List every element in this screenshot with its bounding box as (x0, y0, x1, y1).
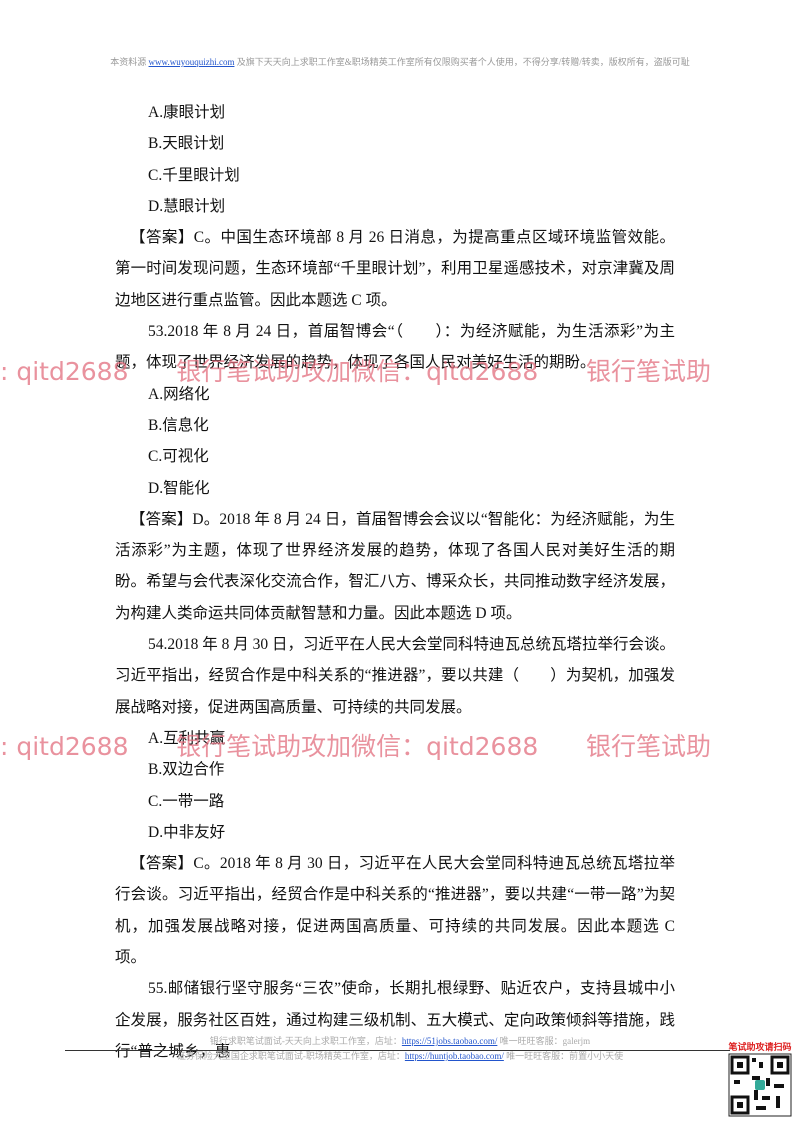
option: B.双边合作 (148, 761, 225, 779)
header-link[interactable]: www.wuyouquizhi.com (148, 57, 235, 67)
option: A.康眼计划 (148, 104, 226, 121)
answer: 【答案】C。中国生态环境部 8 月 26 日消息，为提高重点区域环境监管效能。第… (115, 229, 675, 309)
document-body: A.康眼计划 B.天眼计划 C.千里眼计划 D.慧眼计划【答案】C。中国生态环境部 8… (115, 97, 675, 1067)
footer: 银行求职笔试面试-天天向上求职工作室，店址：https://51jobs.tao… (0, 1034, 800, 1064)
question: 53.2018 年 8 月 24 日，首届智博会“（ ）：为经济赋能，为生活添彩… (115, 323, 675, 372)
footer-contact: 唯一旺旺客服：galerjm (499, 1036, 591, 1046)
option: A.网络化 (148, 385, 210, 403)
footer-line: 证券保险大型国企求职笔试面试-职场精英工作室，店址：https://huntjo… (0, 1049, 800, 1064)
footer-link[interactable]: https://51jobs.taobao.com/ (401, 1036, 498, 1046)
option: C.千里眼计划 (148, 166, 240, 184)
option: A.互利共赢 (148, 729, 226, 747)
qr-code (728, 1053, 792, 1117)
header-prefix: 本资料源 (110, 57, 147, 67)
option: C.可视化 (148, 448, 209, 466)
question: 55.邮储银行坚守服务“三农”使命，长期扎根绿野、贴近农户，支持县城中小企发展，… (115, 980, 675, 1060)
footer-rule (65, 1050, 730, 1051)
header: 本资料源 www.wuyouquizhi.com 及旗下天天向上求职工作室&职场… (0, 55, 800, 68)
footer-link[interactable]: https://huntjob.taobao.com/ (404, 1051, 504, 1061)
qr-label: 笔试助攻请扫码 (728, 1043, 792, 1053)
answer: 【答案】D。2018 年 8 月 24 日，首届智博会会议以“智能化：为经济赋能… (115, 510, 675, 622)
watermark: : qitd2688 银行笔试助攻加微信：qitd2688 银行笔试助 (0, 357, 711, 386)
answer: 【答案】C。2018 年 8 月 30 日，习近平在人民大会堂同科特迪瓦总统瓦塔… (115, 855, 675, 967)
option: D.中非友好 (148, 823, 226, 841)
footer-text: 银行求职笔试面试-天天向上求职工作室，店址： (209, 1036, 402, 1046)
option: C.一带一路 (148, 792, 225, 810)
option: D.智能化 (148, 479, 210, 497)
footer-line: 银行求职笔试面试-天天向上求职工作室，店址：https://51jobs.tao… (0, 1034, 800, 1049)
option: B.天眼计划 (148, 135, 225, 153)
watermark: : qitd2688 银行笔试助攻加微信：qitd2688 银行笔试助 (0, 732, 711, 761)
header-suffix: 及旗下天天向上求职工作室&职场精英工作室所有仅限购买者个人使用，不得分享/转赠/… (236, 57, 690, 67)
question: 54.2018 年 8 月 30 日，习近平在人民大会堂同科特迪瓦总统瓦塔拉举行… (115, 636, 676, 716)
option: B.信息化 (148, 416, 209, 434)
option: D.慧眼计划 (148, 197, 226, 215)
footer-contact: 唯一旺旺客服：前置小小天使 (506, 1051, 624, 1061)
footer-text: 证券保险大型国企求职笔试面试-职场精英工作室，店址： (176, 1051, 405, 1061)
